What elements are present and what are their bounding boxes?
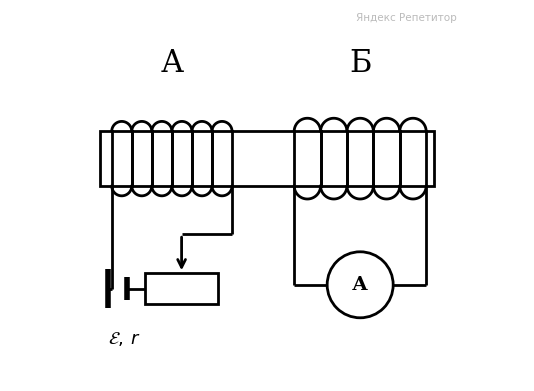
Bar (100, 131, 434, 186)
Circle shape (327, 252, 393, 318)
Text: Б: Б (349, 48, 371, 79)
Text: Яндекс Репетитор: Яндекс Репетитор (357, 13, 457, 23)
Text: А: А (160, 48, 184, 79)
Text: $\mathcal{E},\, r$: $\mathcal{E},\, r$ (108, 330, 140, 348)
Bar (145, 273, 218, 304)
Text: А: А (352, 276, 368, 294)
